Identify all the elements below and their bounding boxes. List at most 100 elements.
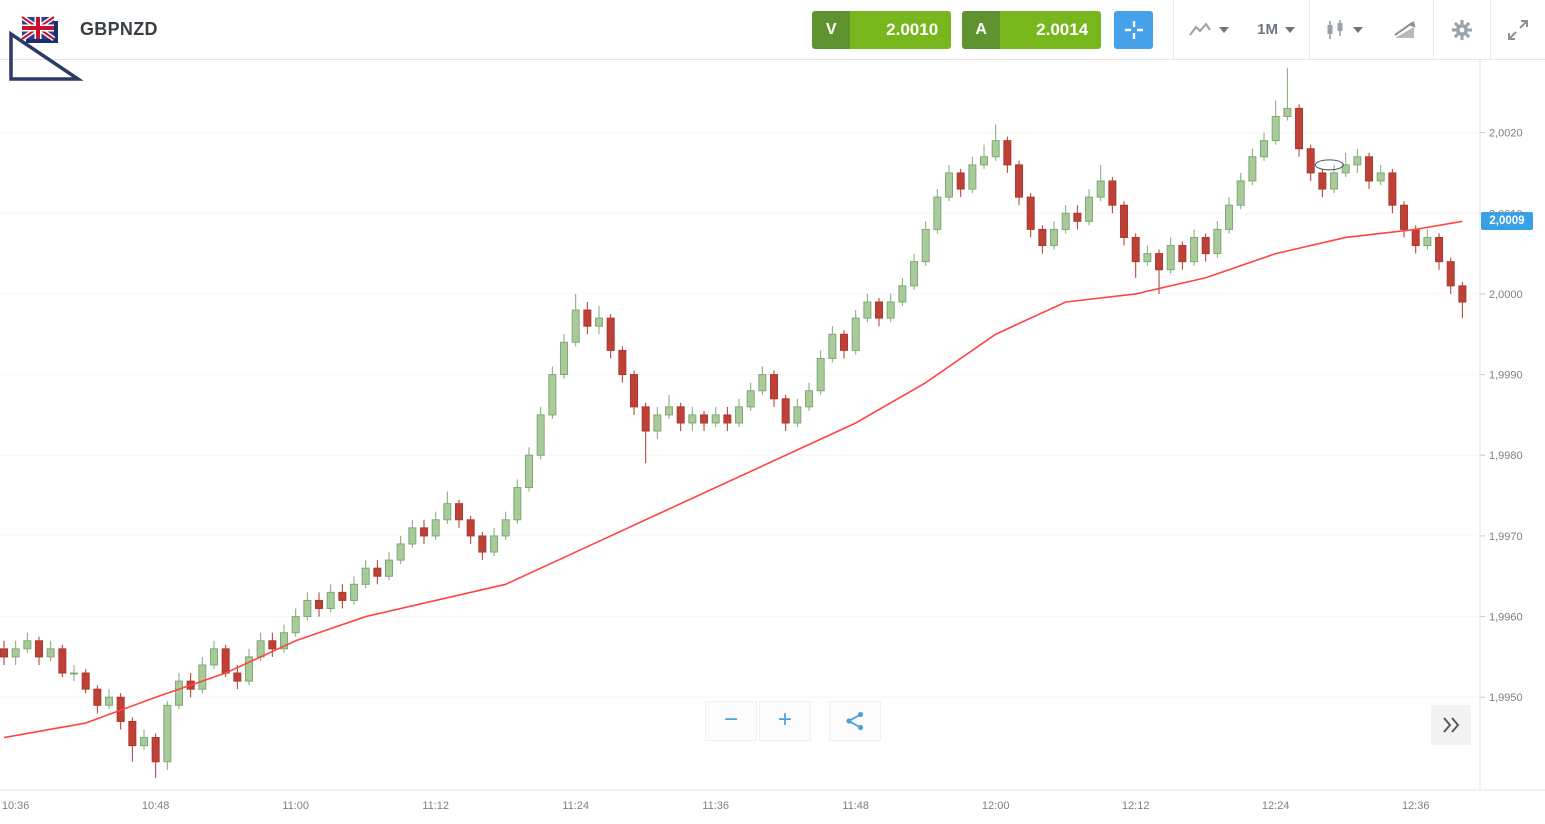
candle-body <box>1376 172 1385 182</box>
candle-body <box>221 648 230 674</box>
candle-body <box>758 374 767 392</box>
candle-body <box>1213 228 1222 255</box>
expand-icon <box>1508 19 1528 40</box>
time-tick-label: 10:36 <box>2 800 30 812</box>
last-price-badge: 2,0009 <box>1481 212 1533 231</box>
time-tick-label: 12:12 <box>1122 800 1150 812</box>
candle-body <box>606 317 615 351</box>
candle-body <box>898 285 907 303</box>
candle-body <box>665 406 674 416</box>
time-tick-label: 12:00 <box>982 800 1010 812</box>
candle-body <box>501 519 510 537</box>
candle-body <box>490 535 499 553</box>
zoom-in-button[interactable]: + <box>759 701 811 741</box>
candle-body <box>1388 172 1397 206</box>
price-tick-label: 2,0000 <box>1489 289 1523 301</box>
candle-body <box>723 414 732 424</box>
candle-body <box>280 632 289 650</box>
indicators-icon <box>1394 20 1416 38</box>
fullscreen-button[interactable] <box>1491 0 1545 60</box>
candle-body <box>910 261 919 287</box>
candle-body <box>991 140 1000 158</box>
candle-body <box>571 309 580 343</box>
time-tick-label: 11:12 <box>422 800 449 812</box>
candle-body <box>805 390 814 408</box>
candle-body <box>875 301 884 319</box>
candle-body <box>840 333 849 351</box>
candle-body <box>1435 236 1444 263</box>
candle-body <box>746 390 755 408</box>
candle-body <box>595 317 604 327</box>
annotation-ellipse <box>1314 159 1344 171</box>
candle-body <box>618 349 627 376</box>
indicators-button[interactable] <box>1377 0 1433 60</box>
candle-body <box>711 414 720 424</box>
candle-body <box>676 406 685 424</box>
candle-body <box>93 688 102 706</box>
candle-body <box>245 656 254 682</box>
candle-body <box>688 414 697 424</box>
chevron-down-icon <box>1353 26 1363 33</box>
candle-body <box>1400 204 1409 230</box>
share-icon <box>846 711 864 731</box>
candle-body <box>443 503 452 521</box>
candle-body <box>816 357 825 392</box>
buy-button[interactable]: A 2.0014 <box>962 10 1102 49</box>
crosshair-tool-button[interactable] <box>1114 10 1154 49</box>
candle-body <box>548 374 557 416</box>
candle-body <box>105 696 114 706</box>
candle-body <box>1365 156 1374 182</box>
settings-button[interactable] <box>1434 0 1490 60</box>
candle-body <box>338 591 347 601</box>
candle-body <box>781 398 790 424</box>
candle-body <box>1015 164 1024 198</box>
toolbar-divider <box>1309 0 1310 60</box>
candle-body <box>1271 115 1280 142</box>
candle-body <box>1073 212 1082 222</box>
candlestick-icon <box>1327 19 1343 39</box>
candle-body <box>1318 172 1327 190</box>
toolbar-divider <box>1490 0 1491 60</box>
toolbar-divider <box>1173 0 1175 60</box>
timeframe-label: 1M <box>1257 21 1278 38</box>
price-tick-label: 1,9950 <box>1489 692 1523 704</box>
gbpnzd-flag-icon <box>18 14 58 45</box>
instrument-symbol: GBPNZD <box>80 19 158 39</box>
candle-body <box>1341 164 1350 174</box>
candle-body <box>921 228 930 263</box>
candle-body <box>0 648 8 658</box>
candle-body <box>583 309 592 327</box>
share-button[interactable] <box>829 701 881 741</box>
candle-body <box>268 640 277 650</box>
sell-button[interactable]: V 2.0010 <box>812 10 952 49</box>
candle-body <box>1458 285 1467 303</box>
zoom-out-button[interactable]: − <box>705 701 757 741</box>
candle-body <box>466 519 475 537</box>
time-tick-label: 11:24 <box>562 800 589 812</box>
candle-body <box>58 648 67 674</box>
chevron-down-icon <box>1285 26 1295 33</box>
candle-body <box>81 672 90 690</box>
candle-body <box>980 156 989 166</box>
collapse-panel-button[interactable] <box>1431 705 1471 745</box>
candle-body <box>1131 236 1140 263</box>
toolbar-divider <box>1433 0 1434 60</box>
candle-body <box>1248 156 1257 182</box>
buy-letter: A <box>962 10 1001 49</box>
candle-style-dropdown[interactable] <box>1310 0 1377 60</box>
candle-body <box>198 664 207 690</box>
candle-body <box>431 519 440 537</box>
timeframe-dropdown[interactable]: 1M <box>1243 0 1309 60</box>
candle-body <box>11 648 20 658</box>
double-chevron-right-icon <box>1443 717 1460 733</box>
sell-letter: V <box>812 10 851 49</box>
candle-body <box>35 640 44 658</box>
candle-body <box>315 599 324 610</box>
chart-type-dropdown[interactable] <box>1174 0 1243 60</box>
price-tick-label: 1,9960 <box>1489 612 1523 624</box>
candle-body <box>735 406 744 424</box>
price-tick-label: 1,9970 <box>1489 531 1523 543</box>
candle-body <box>326 591 335 610</box>
